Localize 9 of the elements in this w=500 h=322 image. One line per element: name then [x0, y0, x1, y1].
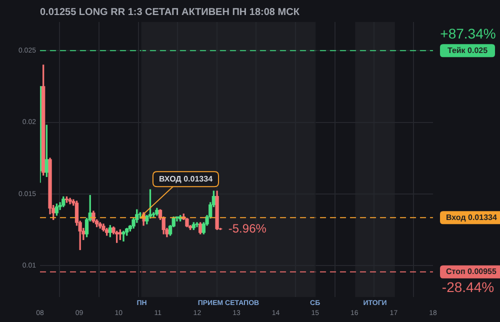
ref-line-label: Тейк 0.025 — [447, 46, 488, 55]
chart-title: 0.01255 LONG RR 1:3 СЕТАП АКТИВЕН ПН 18:08 МСК — [40, 6, 300, 18]
text: +87.34% — [440, 26, 496, 42]
text: -28.44% — [442, 278, 494, 295]
annotation: ВХОД 0.01334 — [158, 174, 214, 184]
candlestick — [122, 230, 126, 242]
annotation: -5.96% — [228, 221, 267, 236]
ref-line-label: Стоп 0.00955 — [446, 267, 497, 276]
ref-line-label: Вход 0.01334 — [446, 212, 498, 222]
